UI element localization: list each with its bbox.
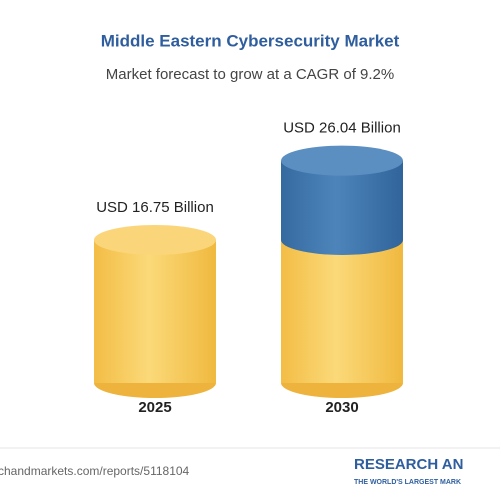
source: chandmarkets.com/reports/5118104: [0, 464, 190, 478]
chart-subtitle: Market forecast to grow at a CAGR of 9.2…: [106, 66, 394, 83]
value-label: USD 16.75 Billion: [96, 199, 214, 216]
value-label: USD 26.04 Billion: [283, 120, 401, 137]
x-tick-label: 2030: [325, 399, 358, 416]
cylinder-body: [281, 239, 403, 383]
tagline: THE WORLD'S LARGEST MARK: [354, 479, 461, 486]
chart-title: Middle Eastern Cybersecurity Market: [101, 31, 400, 50]
cylinder-top: [94, 224, 216, 255]
x-tick-label: 2025: [138, 399, 171, 416]
cylinder-top: [281, 145, 403, 176]
brand: RESEARCH AN: [354, 456, 463, 473]
cylinder-growth-edge: [281, 224, 403, 255]
cylinder-body: [94, 239, 216, 383]
